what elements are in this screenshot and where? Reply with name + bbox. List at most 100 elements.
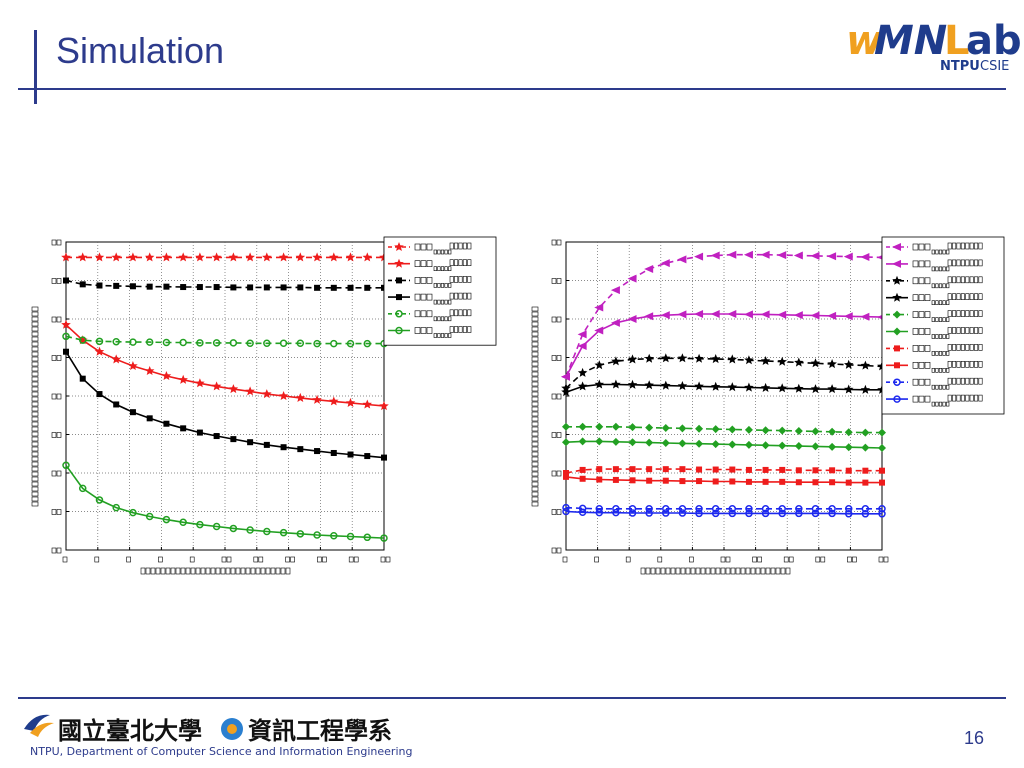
- glyph-box: [531, 406, 539, 412]
- series-6-point: [728, 440, 737, 449]
- glyph-box: [978, 310, 983, 317]
- series-1-point: [245, 252, 255, 262]
- glyph-box: [960, 394, 965, 402]
- glyph-box: [250, 567, 256, 575]
- series-1-point: [860, 253, 870, 262]
- glyph-box: [947, 377, 952, 385]
- series-9-point: [844, 505, 853, 513]
- legend-marker-10: [893, 395, 901, 403]
- glyph-box: [952, 293, 957, 301]
- series-2-point: [94, 346, 105, 356]
- series-6-point: [794, 442, 803, 451]
- glyph-box: [215, 567, 221, 575]
- glyph-box: [660, 567, 666, 575]
- glyph-box: [458, 259, 463, 267]
- glyph-box: [458, 309, 463, 317]
- series-2-point: [345, 397, 356, 407]
- series-6-point: [313, 531, 321, 539]
- legend-marker-3: [892, 275, 902, 285]
- series-3-point: [860, 360, 871, 370]
- series-4-point: [314, 448, 321, 455]
- series-6-point: [562, 438, 570, 447]
- series-10-point: [645, 509, 653, 517]
- glyph-box: [956, 310, 961, 317]
- series-5-point: [711, 425, 720, 434]
- glyph-box: [960, 327, 965, 334]
- series-2-point: [61, 319, 71, 329]
- glyph-box: [640, 567, 646, 575]
- legend: [881, 236, 1005, 415]
- glyph-box: [531, 366, 539, 372]
- glyph-box: [56, 239, 62, 246]
- glyph-box: [760, 567, 766, 575]
- chart-left-svg: [31, 236, 497, 575]
- glyph-box: [938, 266, 943, 272]
- glyph-box: [935, 351, 939, 356]
- legend-marker-6: [893, 327, 901, 336]
- series-6-point: [212, 522, 221, 531]
- series-6-point: [811, 442, 820, 451]
- series-5-point: [844, 428, 853, 437]
- glyph-box: [440, 283, 445, 288]
- series-4-point: [744, 382, 754, 392]
- glyph-box: [942, 283, 946, 289]
- glyph-box: [556, 432, 562, 438]
- glyph-box: [285, 556, 290, 563]
- glyph-box: [974, 293, 979, 301]
- glyph-box: [931, 384, 935, 390]
- glyph-box: [448, 249, 452, 255]
- glyph-box: [912, 277, 919, 285]
- series-3-point: [247, 284, 254, 291]
- glyph-box: [912, 345, 919, 352]
- glyph-box: [969, 276, 974, 284]
- series-3-point: [794, 357, 804, 367]
- glyph-box: [31, 471, 39, 477]
- glyph-box: [444, 249, 448, 255]
- glyph-box: [440, 249, 445, 255]
- series-2-point: [278, 391, 289, 400]
- glyph-box: [31, 376, 39, 382]
- series-1-point: [810, 251, 820, 260]
- glyph-box: [974, 394, 979, 402]
- glyph-box: [531, 441, 539, 447]
- glyph-box: [956, 344, 961, 351]
- glyph-box: [454, 326, 459, 333]
- glyph-box: [190, 567, 196, 575]
- series-5: [562, 422, 886, 437]
- series-1-point: [710, 251, 720, 260]
- series-2-point: [379, 401, 389, 411]
- glyph-box: [685, 567, 691, 575]
- glyph-box: [175, 567, 181, 575]
- glyph-box: [969, 327, 974, 334]
- series-9-point: [711, 505, 720, 513]
- glyph-box: [31, 371, 39, 377]
- glyph-box: [170, 567, 176, 575]
- glyph-box: [931, 401, 935, 407]
- glyph-box: [935, 384, 939, 390]
- series-4-point: [381, 454, 387, 461]
- glyph-box: [960, 361, 965, 368]
- glyph-box: [51, 239, 57, 246]
- glyph-box: [918, 311, 925, 318]
- series-1-point: [694, 252, 704, 261]
- glyph-box: [31, 416, 39, 422]
- series-5-point: [811, 427, 820, 436]
- glyph-box: [160, 567, 166, 575]
- glyph-box: [270, 567, 276, 575]
- glyph-box: [180, 567, 186, 575]
- glyph-box: [426, 277, 433, 284]
- glyph-box: [31, 466, 39, 472]
- glyph-box: [31, 496, 39, 502]
- series-5-point: [728, 425, 737, 434]
- series-2-point: [793, 311, 803, 320]
- glyph-box: [531, 341, 539, 347]
- series-8-point: [729, 478, 736, 485]
- glyph-box: [780, 567, 786, 575]
- glyph-box: [942, 249, 946, 255]
- glyph-box: [437, 283, 441, 288]
- glyph-box: [978, 361, 983, 368]
- series-9-point: [761, 505, 770, 513]
- glyph-box: [946, 283, 950, 289]
- glyph-box: [947, 293, 952, 301]
- dept-name-en: NTPU, Department of Computer Science and…: [30, 745, 412, 758]
